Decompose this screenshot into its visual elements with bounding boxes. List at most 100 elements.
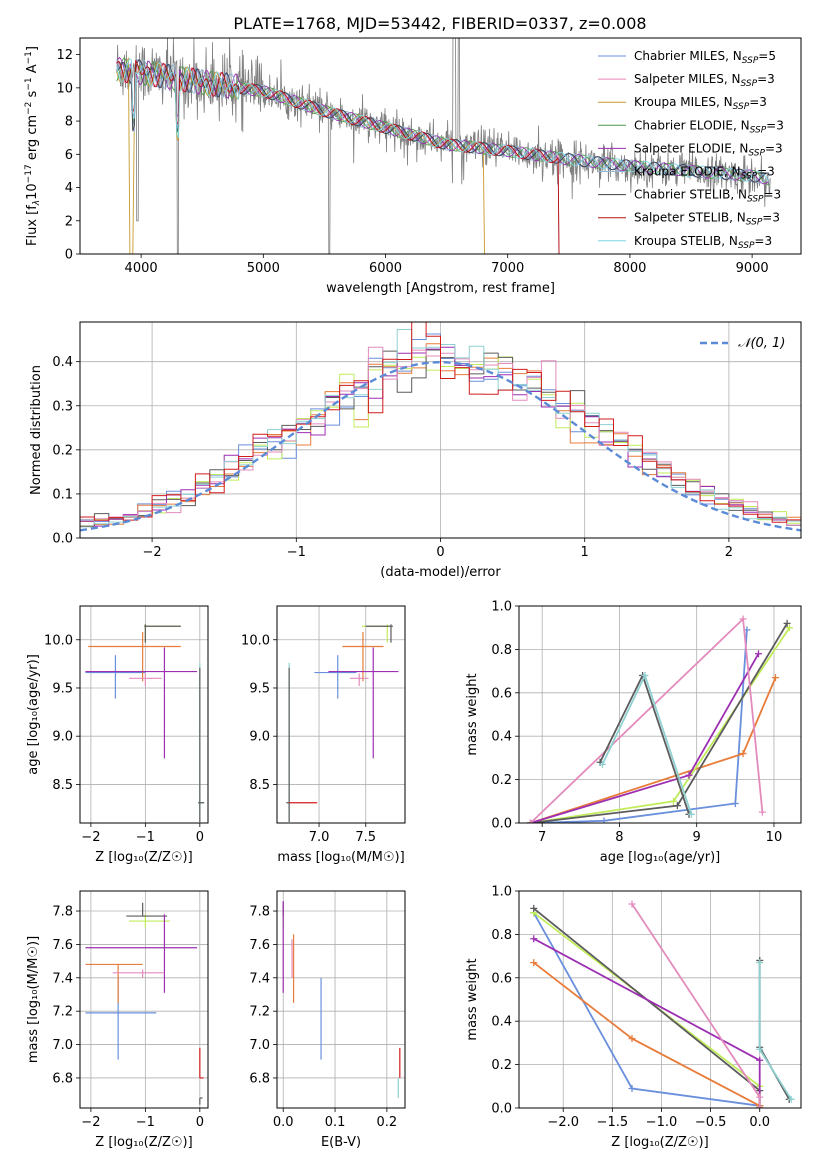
x-tick-label: 5000 bbox=[247, 261, 280, 276]
x-tick-label: 10 bbox=[766, 830, 783, 845]
weight-marker bbox=[687, 810, 695, 818]
weight-marker bbox=[731, 799, 739, 807]
y-tick-label: 0.0 bbox=[491, 817, 512, 832]
y-tick-label: 7.8 bbox=[249, 905, 270, 920]
weight-marker bbox=[685, 771, 693, 779]
y-tick-label: 0.2 bbox=[52, 443, 73, 458]
y-tick-label: 2 bbox=[65, 214, 73, 229]
model-spectrum-0 bbox=[116, 59, 770, 183]
weight-marker bbox=[628, 1084, 636, 1092]
chart-weight_vs_age: 7 8 9 10 0.0 0.2 0.4 0.6 0.8 1.0 age [log₁₀(age/yr… bbox=[465, 600, 802, 865]
weight-marker bbox=[673, 802, 681, 810]
axes-frame bbox=[518, 605, 802, 824]
y-tick-label: 0.4 bbox=[52, 355, 73, 370]
errorbar-point bbox=[85, 963, 143, 1003]
errorbar-point bbox=[342, 632, 384, 682]
y-tick-label: 7.2 bbox=[249, 1005, 270, 1020]
model-spectrum-2 bbox=[116, 56, 485, 254]
plot-region-mass_vs_Z bbox=[85, 902, 204, 1105]
x-tick-label: 8 bbox=[615, 830, 623, 845]
errorbar-point bbox=[349, 673, 369, 687]
legend-entry: Kroupa ELODIE, NSSP=3 bbox=[634, 165, 775, 182]
y-tick-label: 1.0 bbox=[491, 600, 512, 615]
y-tick-label: 0.2 bbox=[491, 1058, 512, 1073]
plot-region-age_vs_mass bbox=[286, 624, 399, 823]
chart-spectrum: 4000 5000 6000 7000 8000 9000 0 2 4 6 8 10 12 wavelen… bbox=[24, 37, 802, 296]
weight-series bbox=[758, 962, 792, 1100]
y-axis-label: mass [log₁₀(M/M☉)] bbox=[26, 936, 41, 1063]
weight-marker bbox=[755, 650, 763, 658]
y-axis-label: Normed distribution bbox=[29, 365, 44, 495]
y-tick-label: 0.3 bbox=[52, 399, 73, 414]
axes-frame bbox=[79, 605, 209, 824]
x-tick-label: 7.0 bbox=[309, 830, 330, 845]
gaussian-curve bbox=[80, 360, 801, 532]
x-tick-label: 1 bbox=[581, 545, 589, 560]
y-tick-label: 7.0 bbox=[249, 1038, 270, 1053]
x-axis-label: E(B-V) bbox=[321, 1135, 361, 1150]
x-tick-label: 7.5 bbox=[355, 830, 376, 845]
y-tick-label: 8.5 bbox=[52, 778, 73, 793]
errorbar-point bbox=[126, 902, 168, 917]
weight-series bbox=[533, 961, 761, 1107]
figure-title: PLATE=1768, MJD=53442, FIBERID=0337, z=0… bbox=[233, 14, 646, 33]
y-tick-label: 6 bbox=[65, 148, 73, 163]
chart-age_vs_Z: −2 −1 0 8.5 9.0 9.5 10.0 Z [log₁₀(Z/Z☉)] age [lo… bbox=[26, 605, 209, 865]
legend-entry: Chabrier STELIB, NSSP=3 bbox=[634, 188, 781, 205]
plot-area: 4000 5000 6000 7000 8000 9000024681012wavelen… bbox=[24, 37, 802, 1150]
y-tick-label: 0 bbox=[65, 248, 73, 263]
y-tick-label: 9.5 bbox=[249, 681, 270, 696]
weight-marker bbox=[628, 1035, 636, 1043]
axes-frame bbox=[79, 37, 802, 255]
x-tick-label: 9 bbox=[693, 830, 701, 845]
errorbar-point bbox=[365, 624, 393, 643]
x-tick-label: −1 bbox=[136, 830, 155, 845]
plot-region-residuals bbox=[80, 322, 801, 532]
y-axis-label: age [log₁₀(age/yr)] bbox=[26, 654, 41, 775]
y-tick-label: 0.4 bbox=[491, 730, 512, 745]
model-spectrum-5 bbox=[116, 59, 770, 184]
x-tick-label: −1 bbox=[136, 1115, 155, 1130]
x-tick-label: 9000 bbox=[736, 261, 769, 276]
weight-marker bbox=[787, 1095, 795, 1103]
y-tick-label: 0.1 bbox=[52, 487, 73, 502]
y-tick-label: 12 bbox=[56, 48, 73, 63]
x-tick-label: 2 bbox=[725, 545, 733, 560]
legend-entry: 𝒩(0, 1) bbox=[738, 336, 785, 351]
x-axis-label: Z [log₁₀(Z/Z☉)] bbox=[611, 1135, 708, 1150]
y-tick-label: 7.6 bbox=[52, 938, 73, 953]
weight-marker bbox=[670, 797, 678, 805]
errorbar-point bbox=[85, 647, 198, 759]
weight-marker bbox=[530, 904, 538, 912]
y-axis-label: mass weight bbox=[465, 958, 480, 1040]
errorbar-point bbox=[85, 914, 198, 993]
y-tick-label: 9.0 bbox=[249, 730, 270, 745]
errorbar-point bbox=[112, 969, 165, 978]
weight-marker bbox=[756, 1104, 764, 1108]
legend-entry: Salpeter STELIB, NSSP=3 bbox=[634, 211, 780, 228]
weight-marker bbox=[772, 674, 780, 682]
y-tick-label: 8 bbox=[65, 115, 73, 130]
x-tick-label: 0.1 bbox=[325, 1115, 346, 1130]
histogram-model-7 bbox=[80, 322, 801, 523]
x-axis-label: Z [log₁₀(Z/Z☉)] bbox=[95, 850, 192, 865]
x-tick-label: 7 bbox=[538, 830, 546, 845]
errorbar-point bbox=[144, 624, 181, 643]
y-tick-label: 0.8 bbox=[491, 928, 512, 943]
y-tick-label: 7.4 bbox=[52, 971, 73, 986]
axes-frame bbox=[79, 890, 209, 1109]
model-spectrum-7 bbox=[116, 59, 560, 254]
legend-entry: Kroupa MILES, NSSP=3 bbox=[634, 95, 767, 112]
x-axis-label: (data-model)/error bbox=[380, 565, 501, 580]
weight-marker bbox=[756, 959, 764, 967]
x-tick-label: −1.5 bbox=[597, 1115, 629, 1130]
errorbar-point bbox=[198, 662, 205, 823]
y-tick-label: 4 bbox=[65, 181, 73, 196]
chart-mass_vs_Z: −2 −1 0 6.8 7.0 7.2 7.4 7.6 7.8 Z [log₁₀(Z/Z☉)] ma… bbox=[26, 890, 209, 1150]
y-tick-label: 7.0 bbox=[52, 1038, 73, 1053]
weight-marker bbox=[758, 808, 766, 816]
y-tick-label: 0.8 bbox=[491, 643, 512, 658]
weight-series bbox=[530, 629, 748, 823]
y-tick-label: 7.4 bbox=[249, 971, 270, 986]
